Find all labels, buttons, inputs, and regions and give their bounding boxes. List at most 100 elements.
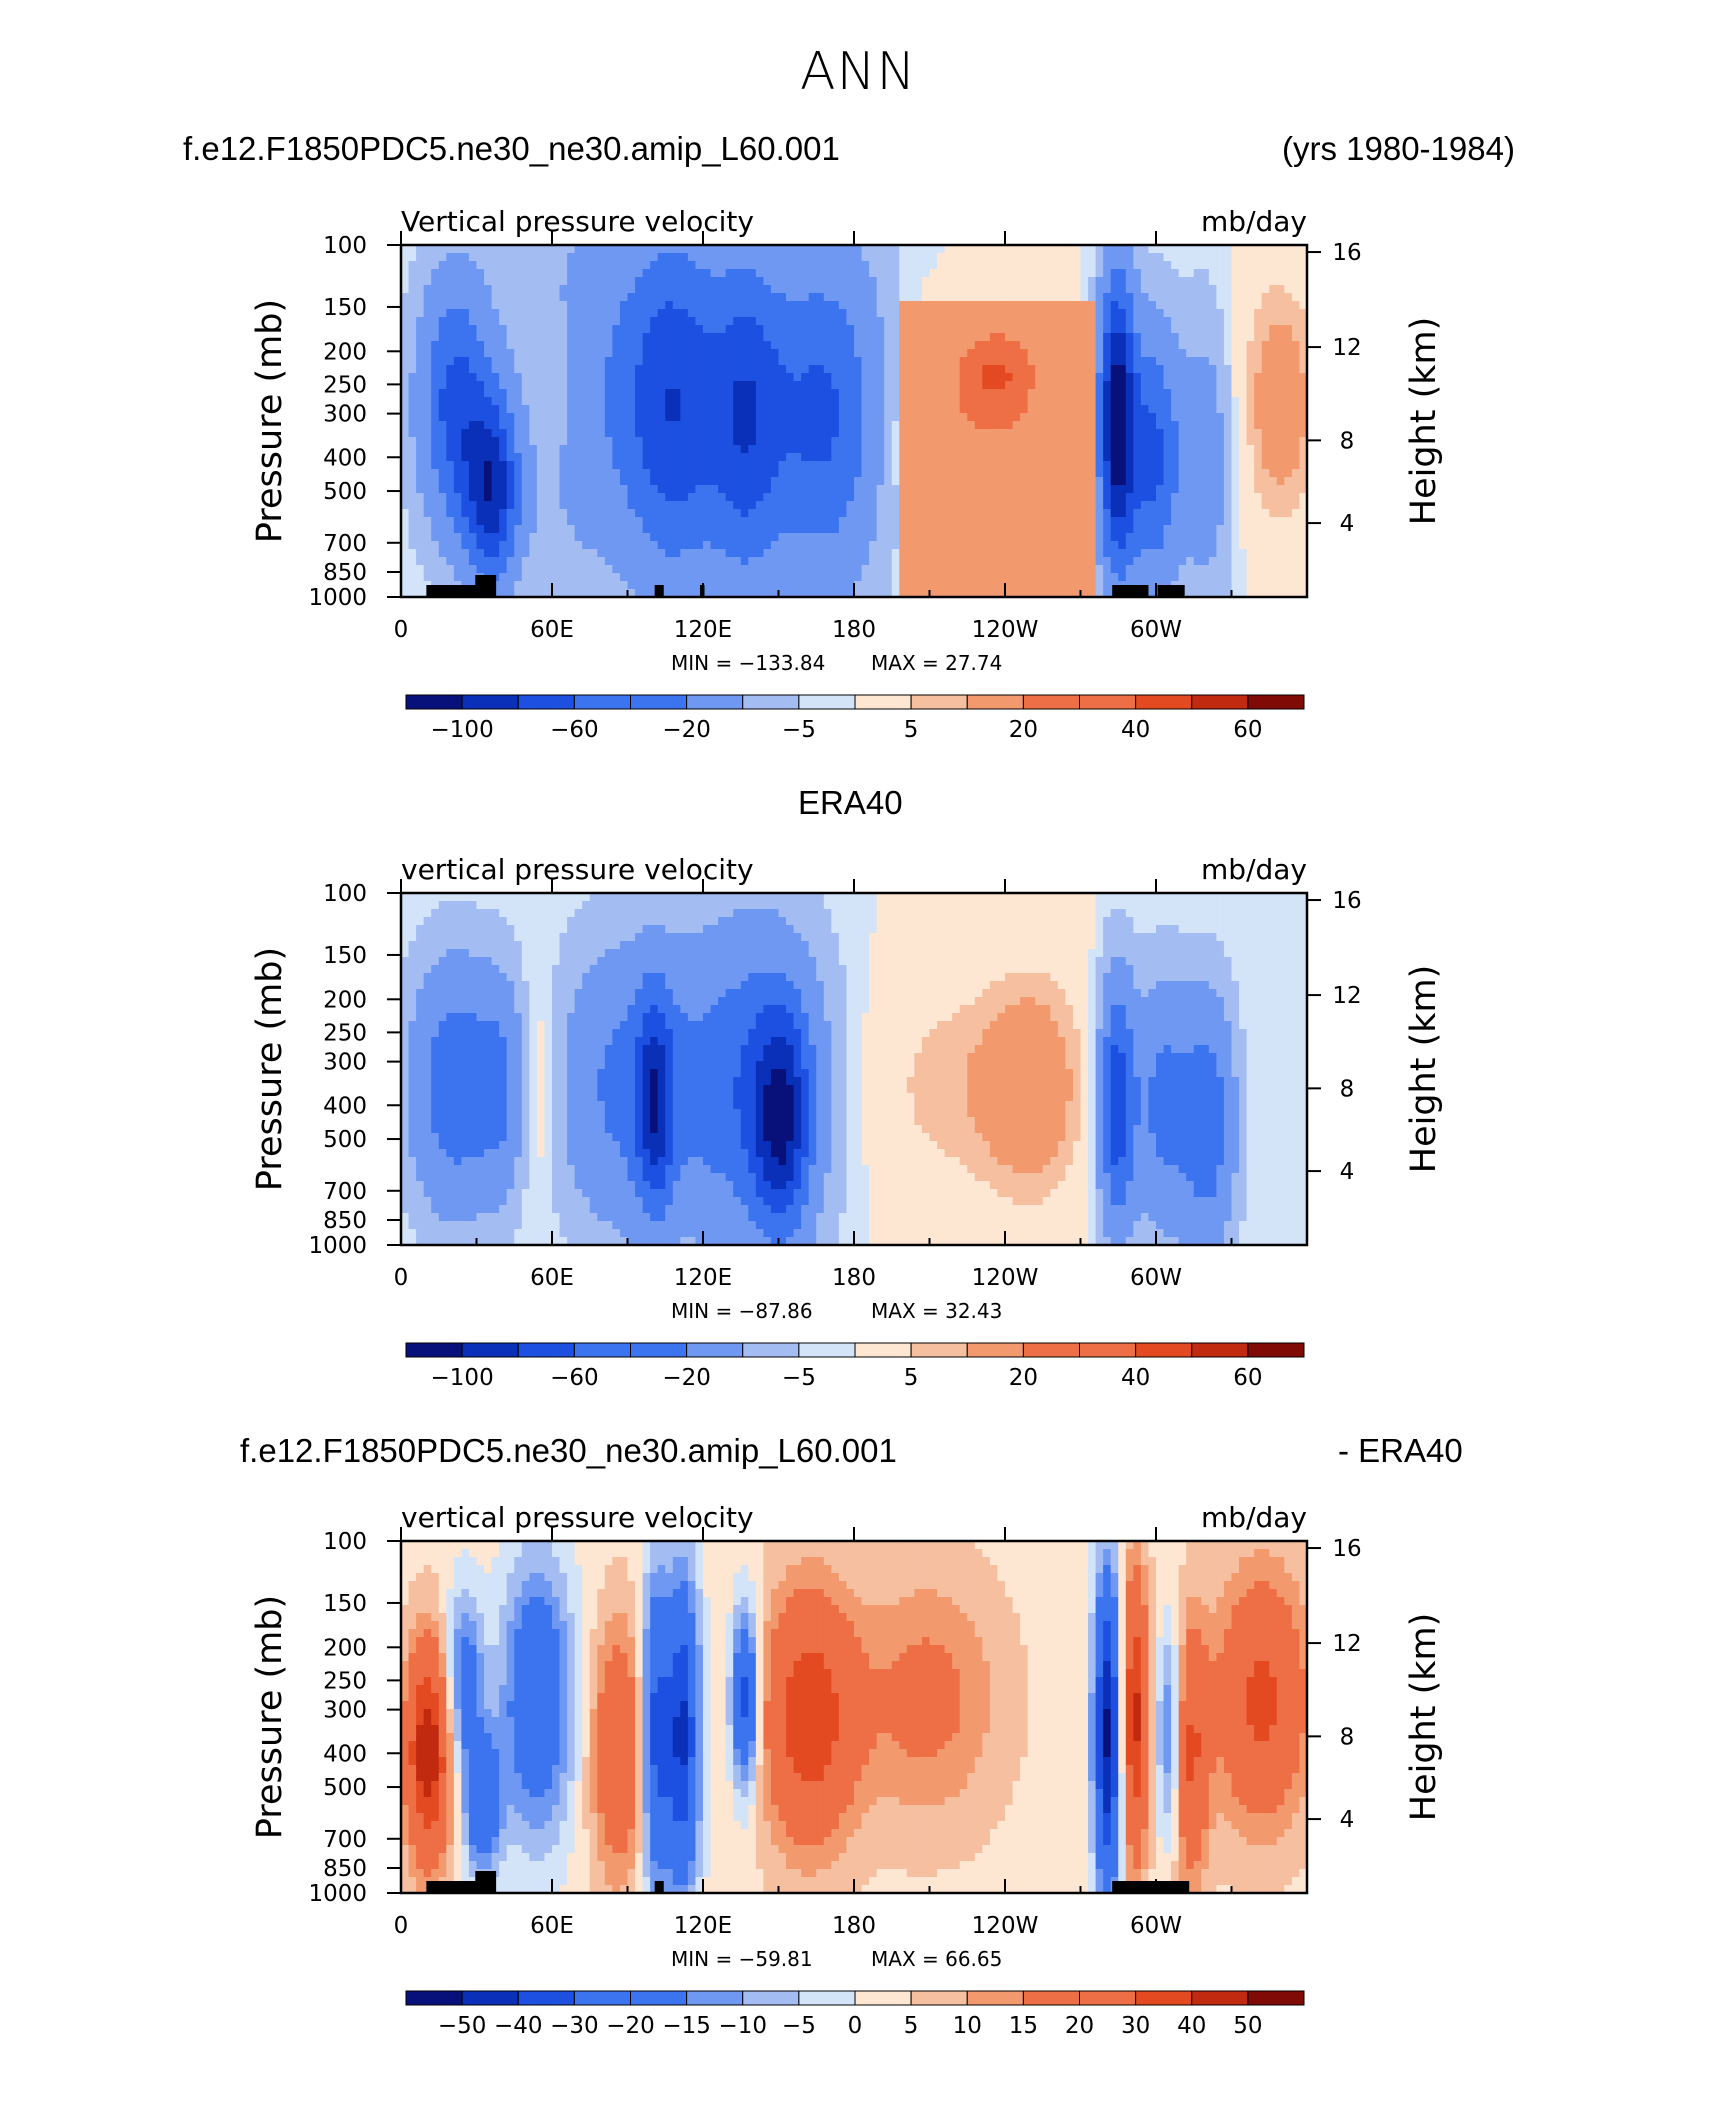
heatmap-cell: [567, 533, 575, 542]
heatmap-cell: [763, 509, 771, 518]
heatmap-cell: [884, 253, 892, 262]
heatmap-cell: [575, 397, 583, 406]
heatmap-cell: [1141, 509, 1149, 518]
heatmap-cell: [1156, 309, 1164, 318]
heatmap-cell: [794, 445, 802, 454]
heatmap-cell: [1194, 301, 1202, 310]
heatmap-cell: [1201, 357, 1209, 366]
heatmap-cell: [620, 557, 628, 566]
heatmap-cell: [1028, 301, 1036, 310]
heatmap-cell: [477, 381, 485, 390]
heatmap-cell: [1194, 573, 1202, 582]
heatmap-cell: [688, 365, 696, 374]
heatmap-cell: [560, 581, 568, 590]
heatmap-cell: [1073, 269, 1081, 278]
heatmap-cell: [824, 461, 832, 470]
heatmap-cell: [1171, 437, 1179, 446]
heatmap-cell: [1232, 437, 1240, 446]
heatmap-cell: [990, 405, 998, 414]
heatmap-cell: [892, 357, 900, 366]
heatmap-cell: [680, 349, 688, 358]
heatmap-cell: [809, 565, 817, 574]
heatmap-cell: [914, 509, 922, 518]
heatmap-cell: [628, 469, 636, 478]
heatmap-cell: [424, 509, 432, 518]
heatmap-cell: [1156, 269, 1164, 278]
heatmap-cell: [779, 357, 787, 366]
heatmap-cell: [1043, 381, 1051, 390]
heatmap-cell: [1118, 293, 1126, 302]
heatmap-cell: [726, 477, 734, 486]
heatmap-cell: [952, 269, 960, 278]
heatmap-cell: [1179, 461, 1187, 470]
heatmap-cell: [809, 245, 817, 254]
heatmap-cell: [801, 365, 809, 374]
heatmap-cell: [854, 565, 862, 574]
heatmap-cell: [763, 373, 771, 382]
heatmap-cell: [960, 317, 968, 326]
heatmap-cell: [786, 293, 794, 302]
heatmap-cell: [967, 261, 975, 270]
heatmap-cell: [884, 565, 892, 574]
heatmap-cell: [1224, 477, 1232, 486]
heatmap-cell: [612, 389, 620, 398]
heatmap-cell: [884, 541, 892, 550]
heatmap-cell: [544, 453, 552, 462]
heatmap-cell: [741, 517, 749, 526]
heatmap-cell: [1028, 253, 1036, 262]
heatmap-cell: [590, 413, 598, 422]
heatmap-cell: [1088, 301, 1096, 310]
heatmap-cell: [1111, 301, 1119, 310]
heatmap-cell: [544, 421, 552, 430]
heatmap-cell: [446, 429, 454, 438]
heatmap-cell: [990, 549, 998, 558]
heatmap-cell: [899, 549, 907, 558]
heatmap-cell: [461, 501, 469, 510]
heatmap-cell: [416, 357, 424, 366]
heatmap-cell: [741, 309, 749, 318]
heatmap-cell: [907, 429, 915, 438]
heatmap-cell: [1096, 525, 1104, 534]
heatmap-cell: [1156, 429, 1164, 438]
heatmap-cell: [1148, 357, 1156, 366]
heatmap-cell: [620, 261, 628, 270]
heatmap-cell: [1020, 469, 1028, 478]
heatmap-cell: [620, 349, 628, 358]
heatmap-cell: [1254, 365, 1262, 374]
heatmap-cell: [1216, 381, 1224, 390]
heatmap-cell: [839, 373, 847, 382]
heatmap-cell: [628, 493, 636, 502]
heatmap-cell: [605, 373, 613, 382]
heatmap-cell: [1088, 541, 1096, 550]
heatmap-cell: [1148, 549, 1156, 558]
heatmap-cell: [1043, 453, 1051, 462]
heatmap-cell: [620, 397, 628, 406]
heatmap-cell: [1186, 525, 1194, 534]
heatmap-cell: [1171, 293, 1179, 302]
heatmap-cell: [1201, 429, 1209, 438]
heatmap-cell: [1005, 429, 1013, 438]
heatmap-cell: [477, 397, 485, 406]
heatmap-cell: [1013, 277, 1021, 286]
heatmap-cell: [877, 461, 885, 470]
heatmap-cell: [605, 301, 613, 310]
heatmap-cell: [643, 309, 651, 318]
heatmap-cell: [650, 421, 658, 430]
heatmap-cell: [711, 501, 719, 510]
heatmap-cell: [741, 573, 749, 582]
heatmap-cell: [416, 261, 424, 270]
heatmap-cell: [809, 365, 817, 374]
heatmap-cell: [1058, 469, 1066, 478]
heatmap-cell: [945, 373, 953, 382]
heatmap-cell: [1126, 461, 1134, 470]
heatmap-cell: [854, 389, 862, 398]
heatmap-cell: [680, 261, 688, 270]
heatmap-cell: [914, 525, 922, 534]
heatmap-cell: [1232, 565, 1240, 574]
heatmap-cell: [733, 397, 741, 406]
heatmap-cell: [1020, 429, 1028, 438]
heatmap-cell: [801, 357, 809, 366]
heatmap-cell: [1164, 557, 1172, 566]
heatmap-cell: [1073, 429, 1081, 438]
heatmap-cell: [522, 565, 530, 574]
